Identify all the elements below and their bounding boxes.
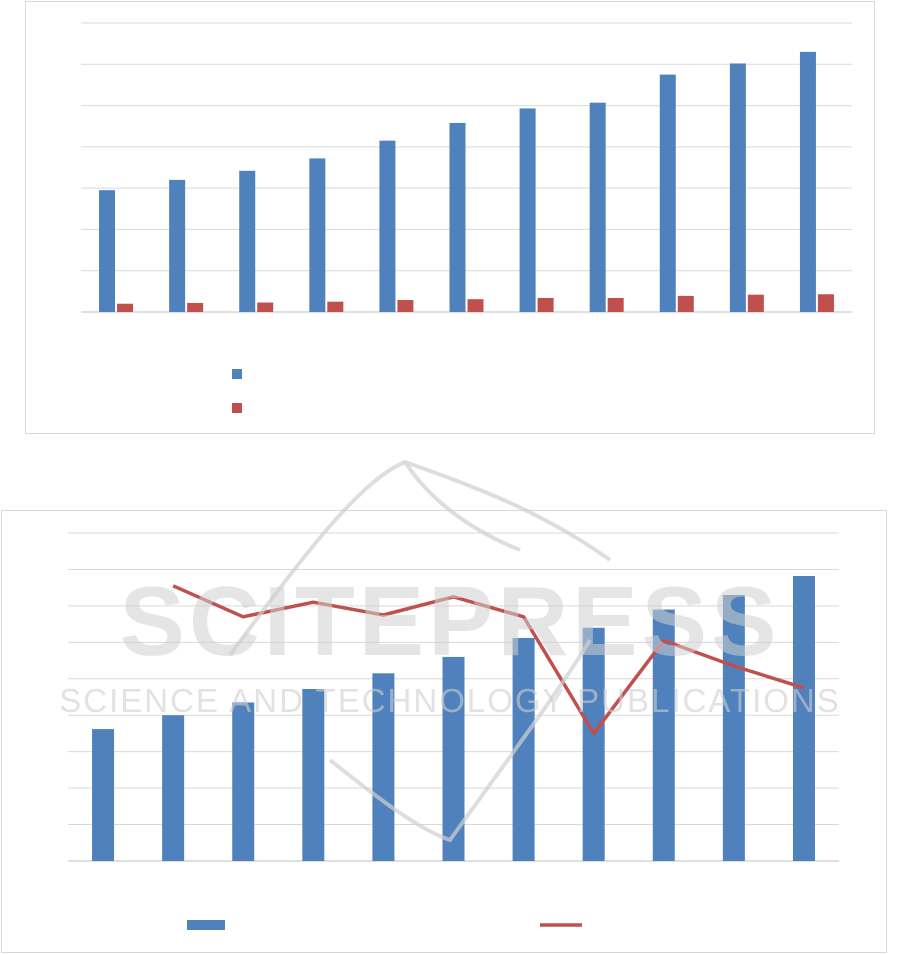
chart-2-bar (582, 627, 605, 861)
chart-1-bar-series-1 (659, 74, 676, 312)
chart-2-bars (92, 576, 815, 861)
chart-1-bar-series-2 (397, 300, 414, 312)
chart-1-gridlines (81, 22, 852, 313)
chart-1-bar-series-1 (309, 158, 326, 312)
chart-1-bar-series-2 (537, 297, 554, 312)
chart-2-bar (92, 729, 115, 861)
chart-2-bar (302, 688, 325, 861)
chart-2-bar (652, 609, 675, 861)
chart-1-bar-series-2 (327, 301, 344, 312)
chart-2-bar (512, 637, 535, 861)
chart-2-bar (232, 702, 255, 861)
chart-2-legend (187, 920, 582, 930)
chart-1-legend (232, 369, 242, 413)
chart-1-bar-series-2 (467, 299, 484, 312)
chart-2-legend-marker-bar (187, 920, 225, 930)
chart-2-line (172, 584, 805, 736)
chart-1-plot (81, 22, 852, 413)
chart-1-bar-series-1 (379, 140, 396, 312)
chart-2-plot (68, 532, 839, 930)
chart-2-bar (442, 656, 465, 861)
chart-1-bar-series-1 (729, 63, 746, 313)
chart-1-bar-series-1 (169, 179, 186, 312)
chart-1-bar-series-2 (677, 295, 694, 312)
chart-1-bar-series-1 (589, 102, 606, 312)
chart-1-bars (99, 51, 834, 313)
chart-1-bar-series-1 (239, 170, 256, 312)
chart-2-bar (372, 673, 395, 861)
chart-1-bar-series-2 (257, 302, 274, 312)
chart-2 (1, 510, 887, 953)
chart-1-bar-series-2 (607, 297, 624, 312)
chart-1-bar-series-1 (799, 51, 816, 313)
chart-1-legend-marker-series-1 (232, 369, 242, 379)
chart-1-bar-series-2 (817, 294, 834, 312)
chart-1-bar-series-2 (187, 302, 204, 312)
chart-1-legend-marker-series-2 (232, 403, 242, 413)
chart-2-bar (162, 715, 185, 861)
chart-1-bar-series-1 (99, 190, 116, 312)
chart-1-bar-series-2 (747, 294, 764, 312)
chart-1 (25, 1, 875, 434)
chart-2-bar (792, 576, 815, 861)
chart-2-line-series (172, 584, 805, 736)
chart-1-bar-series-1 (449, 122, 466, 312)
chart-2-bar (722, 594, 745, 861)
chart-1-bar-series-1 (519, 108, 536, 312)
chart-1-bar-series-2 (117, 303, 134, 312)
